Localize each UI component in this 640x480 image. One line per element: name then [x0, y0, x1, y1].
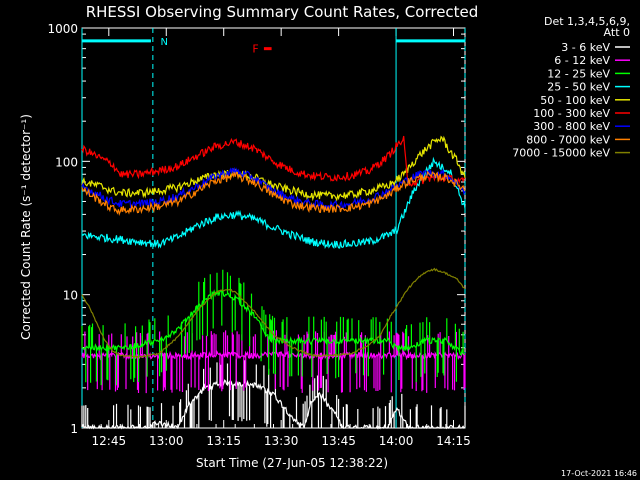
legend-label: 50 - 100 keV — [540, 94, 610, 107]
x-tick-label: 13:45 — [321, 434, 356, 448]
legend-label: 3 - 6 keV — [561, 41, 610, 54]
legend-label: 7000 - 15000 keV — [512, 147, 610, 160]
series-line-4 — [81, 135, 466, 202]
series-line-8 — [81, 267, 466, 359]
x-tick-label: 13:15 — [206, 434, 241, 448]
x-axis-label: Start Time (27-Jun-05 12:38:22) — [196, 456, 388, 470]
x-tick-label: 13:30 — [264, 434, 299, 448]
series-line-2 — [81, 269, 466, 386]
series-line-1 — [81, 330, 466, 394]
x-tick-label: 13:00 — [149, 434, 184, 448]
plot-area: 1 10 100 1000 12:45 13:00 13:15 13:30 13:45 14:00… — [47, 22, 470, 448]
series-line-5 — [81, 135, 465, 187]
legend-label: 25 - 50 keV — [547, 81, 610, 94]
series-line-3 — [81, 156, 466, 250]
y-axis-label: Corrected Count Rate (s⁻¹ detector⁻¹) — [19, 114, 33, 340]
x-tick-label: 14:00 — [379, 434, 414, 448]
legend-label: 12 - 25 keV — [547, 67, 610, 80]
night-marker-label: N — [161, 37, 168, 48]
legend-header-line: Att 0 — [604, 26, 630, 39]
x-tick-label: 12:45 — [92, 434, 127, 448]
legend-label: 6 - 12 keV — [554, 54, 610, 67]
x-tick-label: 14:15 — [436, 434, 471, 448]
footer-date: 17-Oct-2021 16:46 — [561, 469, 637, 478]
series-line-0 — [81, 359, 466, 430]
y-tick-label: 100 — [55, 155, 78, 169]
flare-marker-label: F — [252, 43, 258, 56]
legend-label: 800 - 7000 keV — [526, 133, 610, 146]
y-tick-label: 1000 — [47, 22, 78, 36]
y-tick-label: 1 — [70, 422, 78, 436]
legend-label: 300 - 800 keV — [533, 120, 610, 133]
y-tick-label: 10 — [63, 289, 78, 303]
legend-header-line: Det 1,3,4,5,6,9, — [544, 15, 630, 28]
series-line-7 — [81, 170, 466, 216]
legend-label: 100 - 300 keV — [533, 107, 610, 120]
chart-title: RHESSI Observing Summary Count Rates, Co… — [86, 3, 479, 21]
